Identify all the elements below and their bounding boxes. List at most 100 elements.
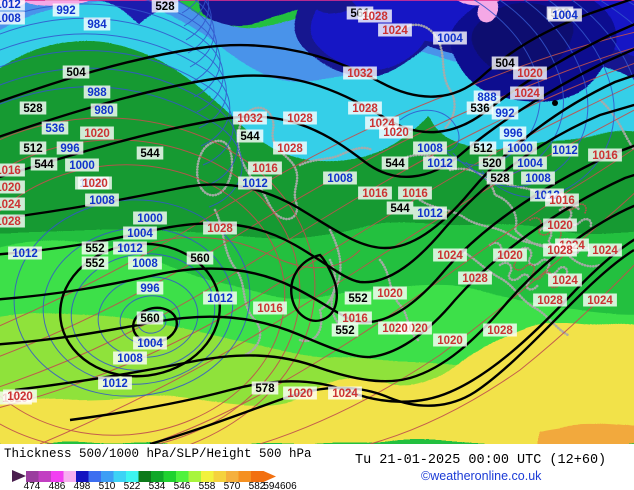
svg-text:1020: 1020 <box>84 128 110 140</box>
svg-text:552: 552 <box>348 293 367 305</box>
svg-text:1000: 1000 <box>49 0 75 1</box>
svg-text:594606: 594606 <box>263 481 297 490</box>
svg-text:1012: 1012 <box>102 378 128 390</box>
svg-text:1008: 1008 <box>89 195 115 207</box>
svg-text:1028: 1028 <box>547 245 573 257</box>
svg-text:1012: 1012 <box>12 248 38 260</box>
svg-text:536: 536 <box>45 123 64 135</box>
svg-text:1020: 1020 <box>377 288 403 300</box>
svg-text:Thickness 500/1000 hPa/SLP/Hei: Thickness 500/1000 hPa/SLP/Height 500 hP… <box>4 447 312 461</box>
svg-text:1020: 1020 <box>383 127 409 139</box>
svg-text:1016: 1016 <box>342 313 368 325</box>
svg-text:1020: 1020 <box>82 178 108 190</box>
svg-text:1020: 1020 <box>287 388 313 400</box>
svg-text:1016: 1016 <box>592 150 618 162</box>
svg-text:1008: 1008 <box>417 143 443 155</box>
svg-text:1008: 1008 <box>327 173 353 185</box>
svg-text:1012: 1012 <box>427 158 453 170</box>
svg-text:1004: 1004 <box>127 228 153 240</box>
svg-text:528: 528 <box>155 1 175 13</box>
svg-text:1016: 1016 <box>0 165 21 177</box>
svg-text:1024: 1024 <box>0 199 21 211</box>
svg-text:1000: 1000 <box>69 160 95 172</box>
svg-text:512: 512 <box>23 143 42 155</box>
svg-text:552: 552 <box>85 258 104 270</box>
svg-text:1024: 1024 <box>382 25 408 37</box>
svg-text:1024: 1024 <box>514 88 540 100</box>
svg-text:1020: 1020 <box>7 391 33 403</box>
svg-text:1004: 1004 <box>552 10 578 22</box>
svg-text:474: 474 <box>24 481 41 490</box>
svg-text:1000: 1000 <box>507 143 533 155</box>
svg-text:992: 992 <box>495 108 514 120</box>
svg-text:1020: 1020 <box>0 182 21 194</box>
svg-text:1032: 1032 <box>237 113 263 125</box>
svg-text:996: 996 <box>140 283 159 295</box>
svg-text:1028: 1028 <box>0 216 21 228</box>
svg-text:552: 552 <box>335 325 354 337</box>
svg-text:Tu 21-01-2025 00:00 UTC (12+60: Tu 21-01-2025 00:00 UTC (12+60) <box>355 453 606 468</box>
svg-text:980: 980 <box>94 105 113 117</box>
svg-text:996: 996 <box>60 143 79 155</box>
svg-text:1012: 1012 <box>117 243 143 255</box>
svg-text:570: 570 <box>224 481 241 490</box>
svg-text:992: 992 <box>56 5 75 17</box>
svg-text:1032: 1032 <box>347 68 373 80</box>
svg-text:544: 544 <box>140 148 160 160</box>
svg-text:1016: 1016 <box>252 163 278 175</box>
svg-text:1020: 1020 <box>382 323 408 335</box>
svg-text:504: 504 <box>495 58 515 70</box>
svg-text:1008: 1008 <box>132 258 158 270</box>
svg-text:1008: 1008 <box>0 13 21 25</box>
svg-text:544: 544 <box>390 203 410 215</box>
svg-text:1016: 1016 <box>257 303 283 315</box>
svg-text:1016: 1016 <box>362 188 388 200</box>
svg-text:1024: 1024 <box>437 250 463 262</box>
svg-text:504: 504 <box>66 67 86 79</box>
svg-text:1004: 1004 <box>137 338 163 350</box>
svg-text:1028: 1028 <box>487 325 513 337</box>
svg-text:1028: 1028 <box>287 113 313 125</box>
svg-text:1028: 1028 <box>277 143 303 155</box>
svg-text:578: 578 <box>255 383 275 395</box>
svg-text:520: 520 <box>482 158 501 170</box>
svg-text:1028: 1028 <box>462 273 488 285</box>
svg-text:988: 988 <box>87 87 107 99</box>
svg-text:1024: 1024 <box>552 275 578 287</box>
svg-text:1028: 1028 <box>362 11 388 23</box>
svg-text:558: 558 <box>199 481 216 490</box>
svg-text:512: 512 <box>473 143 492 155</box>
svg-text:522: 522 <box>124 481 141 490</box>
svg-text:552: 552 <box>85 243 104 255</box>
svg-text:©weatheronline.co.uk: ©weatheronline.co.uk <box>421 469 542 483</box>
svg-text:1008: 1008 <box>117 353 143 365</box>
svg-text:560: 560 <box>190 253 209 265</box>
svg-text:536: 536 <box>470 103 489 115</box>
svg-text:1000: 1000 <box>137 213 163 225</box>
svg-text:528: 528 <box>23 103 43 115</box>
svg-text:510: 510 <box>99 481 116 490</box>
svg-text:1012: 1012 <box>242 178 268 190</box>
svg-text:560: 560 <box>140 313 159 325</box>
svg-text:1020: 1020 <box>497 250 523 262</box>
svg-text:1020: 1020 <box>517 68 543 80</box>
svg-text:1028: 1028 <box>537 295 563 307</box>
svg-text:1012: 1012 <box>552 145 578 157</box>
svg-text:1024: 1024 <box>332 388 358 400</box>
svg-text:498: 498 <box>74 481 91 490</box>
svg-text:1012: 1012 <box>207 293 233 305</box>
svg-text:1016: 1016 <box>402 188 428 200</box>
svg-text:546: 546 <box>174 481 191 490</box>
svg-text:544: 544 <box>385 158 405 170</box>
svg-text:1012: 1012 <box>0 0 21 11</box>
svg-text:1004: 1004 <box>517 158 543 170</box>
svg-text:1024: 1024 <box>587 295 613 307</box>
svg-text:528: 528 <box>490 173 510 185</box>
svg-text:544: 544 <box>34 159 54 171</box>
svg-text:996: 996 <box>503 128 522 140</box>
svg-text:1012: 1012 <box>417 208 443 220</box>
svg-text:544: 544 <box>240 131 260 143</box>
svg-text:1028: 1028 <box>352 103 378 115</box>
svg-text:1028: 1028 <box>207 223 233 235</box>
svg-text:984: 984 <box>87 19 107 31</box>
